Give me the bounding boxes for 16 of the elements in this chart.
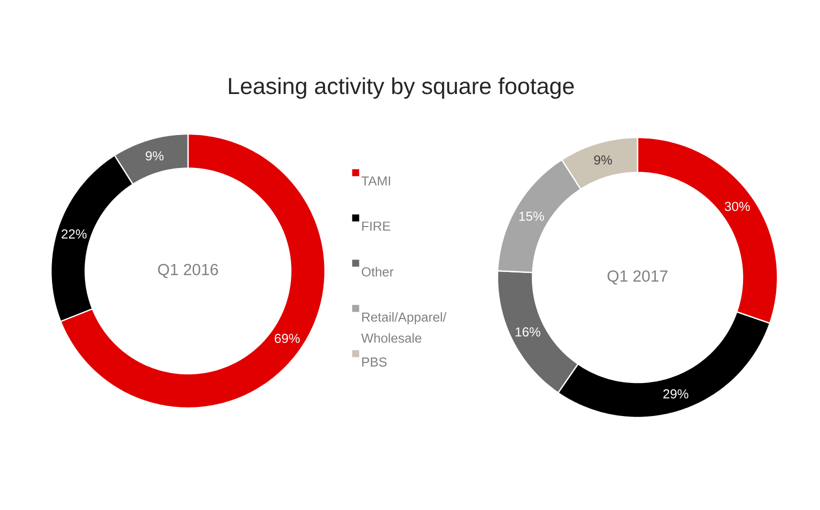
legend-label: Other	[362, 266, 394, 276]
data-label: 16%	[516, 327, 540, 336]
chart-title: Leasing activity by square footage	[229, 77, 574, 99]
data-label: 15%	[519, 212, 544, 221]
data-label: 9%	[594, 155, 612, 165]
legend-label: FIRE	[362, 222, 390, 231]
slice-label: Q1 2017	[608, 270, 668, 285]
data-label: 22%	[62, 229, 87, 239]
data-label: 29%	[663, 389, 688, 398]
slice-label: Q1 2016	[158, 264, 218, 278]
legend-label: PBS	[362, 357, 387, 367]
legend-label: TAMI	[361, 176, 390, 186]
data-label: 9%	[146, 151, 164, 160]
data-label: 69%	[274, 334, 300, 343]
legend-label: Retail/Apparel/Wholesale	[361, 312, 446, 343]
data-label: 30%	[724, 202, 750, 212]
